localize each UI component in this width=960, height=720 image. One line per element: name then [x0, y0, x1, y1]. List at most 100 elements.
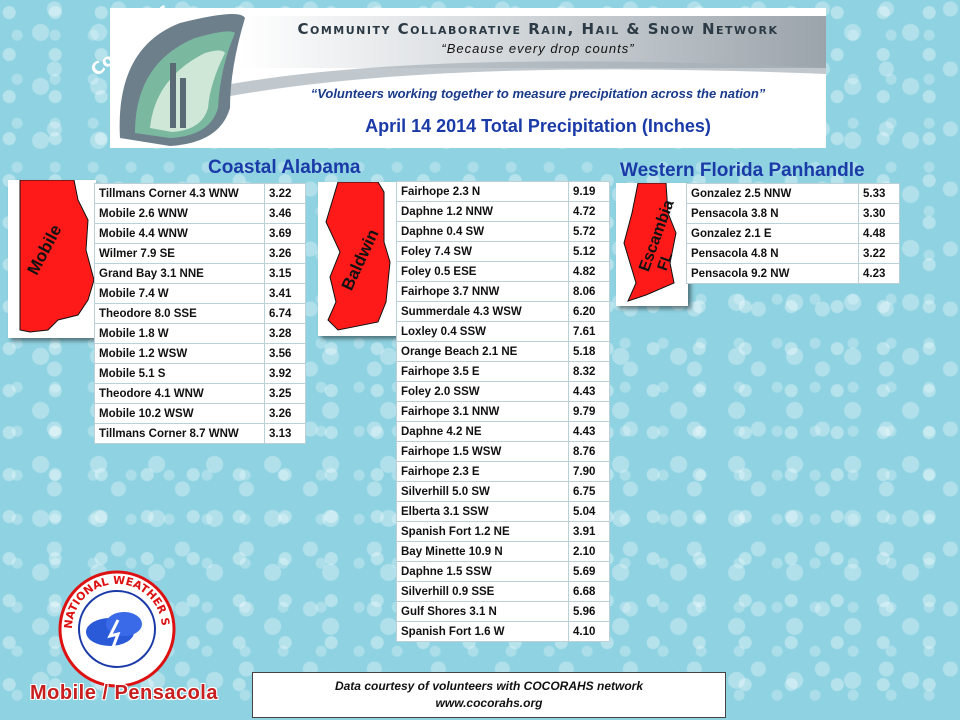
- precip-value: 5.72: [568, 221, 610, 242]
- precip-value: 6.75: [568, 481, 610, 502]
- station-name: Daphne 0.4 SW: [396, 221, 569, 242]
- precip-value: 3.13: [264, 423, 306, 444]
- precip-value: 3.22: [858, 243, 900, 264]
- precipitation-title: April 14 2014 Total Precipitation (Inche…: [365, 116, 711, 136]
- precip-value: 8.76: [568, 441, 610, 462]
- precip-value: 5.69: [568, 561, 610, 582]
- station-name: Pensacola 3.8 N: [686, 203, 859, 224]
- precip-value: 3.91: [568, 521, 610, 542]
- station-name: Pensacola 4.8 N: [686, 243, 859, 264]
- table-row: Pensacola 9.2 NW 4.23: [686, 263, 900, 284]
- table-row: Foley 2.0 SSW 4.43: [396, 381, 610, 402]
- precip-value: 3.25: [264, 383, 306, 404]
- station-name: Tillmans Corner 4.3 WNW: [94, 183, 265, 204]
- table-row: Pensacola 4.8 N 3.22: [686, 243, 900, 264]
- table-row: Daphne 1.2 NNW 4.72: [396, 201, 610, 222]
- table-row: Grand Bay 3.1 NNE 3.15: [94, 263, 306, 284]
- banner-swoosh: [210, 61, 826, 98]
- nws-logo-icon: NATIONAL WEATHER SERVICE: [58, 570, 176, 688]
- table-row: Foley 7.4 SW 5.12: [396, 241, 610, 262]
- table-row: Orange Beach 2.1 NE 5.18: [396, 341, 610, 362]
- region-title-western-florida: Western Florida Panhandle: [620, 160, 865, 181]
- escambia-county-shape: [623, 183, 677, 302]
- station-name: Orange Beach 2.1 NE: [396, 341, 569, 362]
- precip-value: 9.79: [568, 401, 610, 422]
- precip-value: 3.30: [858, 203, 900, 224]
- precip-value: 4.43: [568, 381, 610, 402]
- precip-value: 4.23: [858, 263, 900, 284]
- table-row: Silverhill 5.0 SW 6.75: [396, 481, 610, 502]
- table-row: Mobile 4.4 WNW 3.69: [94, 223, 306, 244]
- station-name: Gonzalez 2.1 E: [686, 223, 859, 244]
- table-row: Gulf Shores 3.1 N 5.96: [396, 601, 610, 622]
- station-name: Mobile 5.1 S: [94, 363, 265, 384]
- station-name: Gulf Shores 3.1 N: [396, 601, 569, 622]
- precip-value: 5.04: [568, 501, 610, 522]
- precip-value: 2.10: [568, 541, 610, 562]
- station-name: Loxley 0.4 SSW: [396, 321, 569, 342]
- table-row: Daphne 4.2 NE 4.43: [396, 421, 610, 442]
- region-title-coastal-alabama: Coastal Alabama: [208, 157, 361, 178]
- courtesy-text: Data courtesy of volunteers with COCORAH…: [334, 679, 644, 693]
- station-name: Tillmans Corner 8.7 WNW: [94, 423, 265, 444]
- cocorahs-banner: CoCoRaHS Community Collaborative Rain, H…: [87, 2, 826, 148]
- mobile-county-table: Tillmans Corner 4.3 WNW 3.22 Mobile 2.6 WN…: [94, 183, 306, 444]
- table-row: Fairhope 3.7 NNW 8.06: [396, 281, 610, 302]
- table-row: Tillmans Corner 4.3 WNW 3.22: [94, 183, 306, 204]
- table-row: Daphne 0.4 SW 5.72: [396, 221, 610, 242]
- network-title: Community Collaborative Rain, Hail & Sno…: [297, 20, 779, 38]
- table-row: Fairhope 1.5 WSW 8.76: [396, 441, 610, 462]
- table-row: Fairhope 3.1 NNW 9.79: [396, 401, 610, 422]
- cocorahs-website: www.cocorahs.org: [435, 696, 543, 710]
- table-row: Mobile 1.8 W 3.28: [94, 323, 306, 344]
- station-name: Fairhope 3.7 NNW: [396, 281, 569, 302]
- precip-value: 3.46: [264, 203, 306, 224]
- precip-value: 6.74: [264, 303, 306, 324]
- precip-value: 5.18: [568, 341, 610, 362]
- table-row: Spanish Fort 1.6 W 4.10: [396, 621, 610, 642]
- precip-value: 4.10: [568, 621, 610, 642]
- table-row: Fairhope 2.3 N 9.19: [396, 181, 610, 202]
- table-row: Gonzalez 2.5 NNW 5.33: [686, 183, 900, 204]
- baldwin-county-map: Baldwin: [318, 182, 398, 336]
- mobile-county-shape: [19, 180, 95, 333]
- station-name: Spanish Fort 1.6 W: [396, 621, 569, 642]
- data-courtesy-box: Data courtesy of volunteers with COCORAH…: [252, 672, 726, 718]
- station-name: Foley 7.4 SW: [396, 241, 569, 262]
- station-name: Fairhope 2.3 E: [396, 461, 569, 482]
- precip-value: 4.82: [568, 261, 610, 282]
- precip-value: 7.90: [568, 461, 610, 482]
- table-row: Fairhope 2.3 E 7.90: [396, 461, 610, 482]
- station-name: Spanish Fort 1.2 NE: [396, 521, 569, 542]
- table-row: Elberta 3.1 SSW 5.04: [396, 501, 610, 522]
- precip-value: 5.96: [568, 601, 610, 622]
- table-row: Mobile 10.2 WSW 3.26: [94, 403, 306, 424]
- precip-value: 5.33: [858, 183, 900, 204]
- station-name: Fairhope 2.3 N: [396, 181, 569, 202]
- station-name: Grand Bay 3.1 NNE: [94, 263, 265, 284]
- station-name: Mobile 2.6 WNW: [94, 203, 265, 224]
- precip-value: 3.28: [264, 323, 306, 344]
- table-row: Mobile 5.1 S 3.92: [94, 363, 306, 384]
- precip-value: 8.32: [568, 361, 610, 382]
- station-name: Daphne 1.2 NNW: [396, 201, 569, 222]
- table-row: Fairhope 3.5 E 8.32: [396, 361, 610, 382]
- station-name: Wilmer 7.9 SE: [94, 243, 265, 264]
- banner-title-stripe: [240, 16, 826, 68]
- table-row: Daphne 1.5 SSW 5.69: [396, 561, 610, 582]
- precip-value: 8.06: [568, 281, 610, 302]
- table-row: Bay Minette 10.9 N 2.10: [396, 541, 610, 562]
- escambia-county-map: Escambia FL: [616, 183, 688, 306]
- station-name: Mobile 1.2 WSW: [94, 343, 265, 364]
- volunteers-statement: “Volunteers working together to measure …: [310, 86, 766, 101]
- precip-value: 3.41: [264, 283, 306, 304]
- table-row: Loxley 0.4 SSW 7.61: [396, 321, 610, 342]
- baldwin-county-table: Fairhope 2.3 N 9.19 Daphne 1.2 NNW 4.72 Daph…: [396, 181, 610, 642]
- precip-value: 4.72: [568, 201, 610, 222]
- table-row: Gonzalez 2.1 E 4.48: [686, 223, 900, 244]
- station-name: Theodore 4.1 WNW: [94, 383, 265, 404]
- precip-value: 4.48: [858, 223, 900, 244]
- escambia-county-table: Gonzalez 2.5 NNW 5.33 Pensacola 3.8 N 3.30 G…: [686, 183, 900, 284]
- station-name: Fairhope 3.1 NNW: [396, 401, 569, 422]
- table-row: Mobile 7.4 W 3.41: [94, 283, 306, 304]
